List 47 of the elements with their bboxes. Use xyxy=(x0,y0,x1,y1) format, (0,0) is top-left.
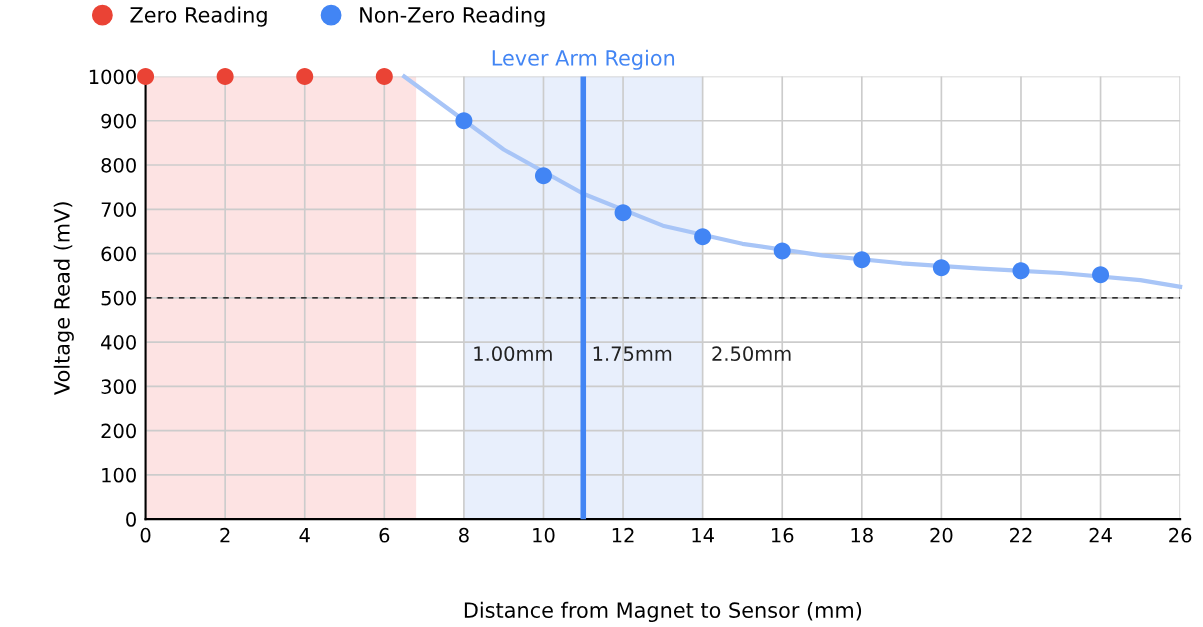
y-tick-label: 600 xyxy=(101,246,136,262)
x-tick-label: 10 xyxy=(533,527,555,543)
x-tick-label: 2 xyxy=(220,527,230,543)
line-series xyxy=(402,74,1183,289)
y-tick-label: 400 xyxy=(101,335,136,350)
point xyxy=(216,67,234,85)
point xyxy=(296,67,314,85)
x-axis-title: Distance from Magnet to Sensor (mm) xyxy=(464,601,862,623)
y-tick-label: 800 xyxy=(101,157,136,173)
point xyxy=(137,67,155,85)
x-tick-label: 24 xyxy=(1089,527,1112,543)
x-tick-label: 26 xyxy=(1169,527,1192,543)
x-tick-label: 0 xyxy=(140,527,151,543)
x-tick-label: 6 xyxy=(379,527,390,543)
point xyxy=(773,242,791,260)
annotation: 1.00mm xyxy=(474,346,552,362)
point xyxy=(932,259,950,277)
y-tick-label: 1000 xyxy=(89,69,136,85)
y-tick-label: 0 xyxy=(126,512,136,527)
y-tick-label: 900 xyxy=(101,113,136,129)
x-tick-label: 18 xyxy=(851,527,873,543)
x-tick-label: 8 xyxy=(459,527,469,543)
x-tick-label: 20 xyxy=(930,527,953,543)
y-tick-label: 700 xyxy=(101,202,136,217)
y-tick-label: 100 xyxy=(102,467,136,483)
legend-label: Non-Zero Reading xyxy=(360,6,545,27)
y-tick-label: 200 xyxy=(101,423,136,439)
annotation: 2.50mm xyxy=(712,346,791,362)
x-tick-label: 22 xyxy=(1010,527,1032,543)
ref-line-label: Lever Arm Region xyxy=(492,49,675,70)
point xyxy=(534,167,552,185)
legend-label: Zero Reading xyxy=(130,6,267,27)
y-tick-label: 300 xyxy=(101,379,136,395)
point xyxy=(1092,266,1110,284)
x-tick-label: 4 xyxy=(299,528,310,543)
point xyxy=(375,67,393,85)
y-axis-title: Voltage Read (mV) xyxy=(53,202,74,395)
point xyxy=(694,228,712,246)
point xyxy=(455,112,473,130)
point xyxy=(853,251,871,269)
annotation: 1.75mm xyxy=(593,346,672,362)
x-tick-label: 14 xyxy=(692,528,714,543)
x-tick-label: 16 xyxy=(771,527,794,543)
point xyxy=(1012,262,1030,280)
point xyxy=(614,204,632,222)
x-tick-label: 12 xyxy=(612,527,634,543)
y-tick-label: 500 xyxy=(101,290,136,306)
